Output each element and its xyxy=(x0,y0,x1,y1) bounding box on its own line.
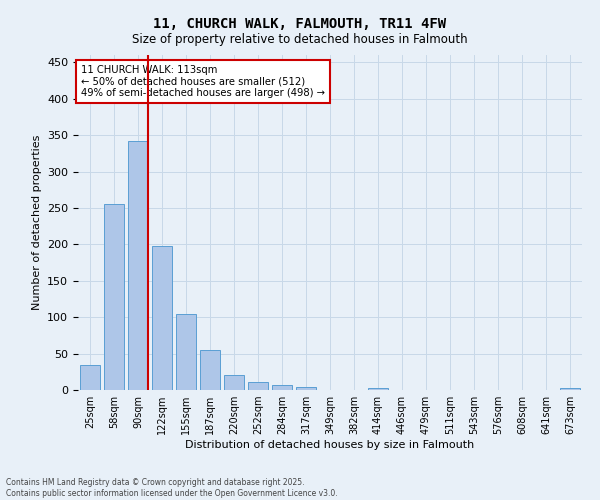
Bar xyxy=(560,388,580,390)
Bar xyxy=(224,376,244,390)
X-axis label: Distribution of detached houses by size in Falmouth: Distribution of detached houses by size … xyxy=(185,440,475,450)
Y-axis label: Number of detached properties: Number of detached properties xyxy=(32,135,41,310)
Bar xyxy=(176,314,196,390)
Bar xyxy=(368,388,388,390)
Bar xyxy=(128,141,148,390)
Bar xyxy=(152,246,172,390)
Bar xyxy=(80,364,100,390)
Bar xyxy=(272,385,292,390)
Bar xyxy=(200,350,220,390)
Bar xyxy=(104,204,124,390)
Text: 11 CHURCH WALK: 113sqm
← 50% of detached houses are smaller (512)
49% of semi-de: 11 CHURCH WALK: 113sqm ← 50% of detached… xyxy=(80,65,325,98)
Bar xyxy=(296,387,316,390)
Text: 11, CHURCH WALK, FALMOUTH, TR11 4FW: 11, CHURCH WALK, FALMOUTH, TR11 4FW xyxy=(154,18,446,32)
Text: Contains HM Land Registry data © Crown copyright and database right 2025.
Contai: Contains HM Land Registry data © Crown c… xyxy=(6,478,338,498)
Text: Size of property relative to detached houses in Falmouth: Size of property relative to detached ho… xyxy=(132,32,468,46)
Bar xyxy=(248,382,268,390)
